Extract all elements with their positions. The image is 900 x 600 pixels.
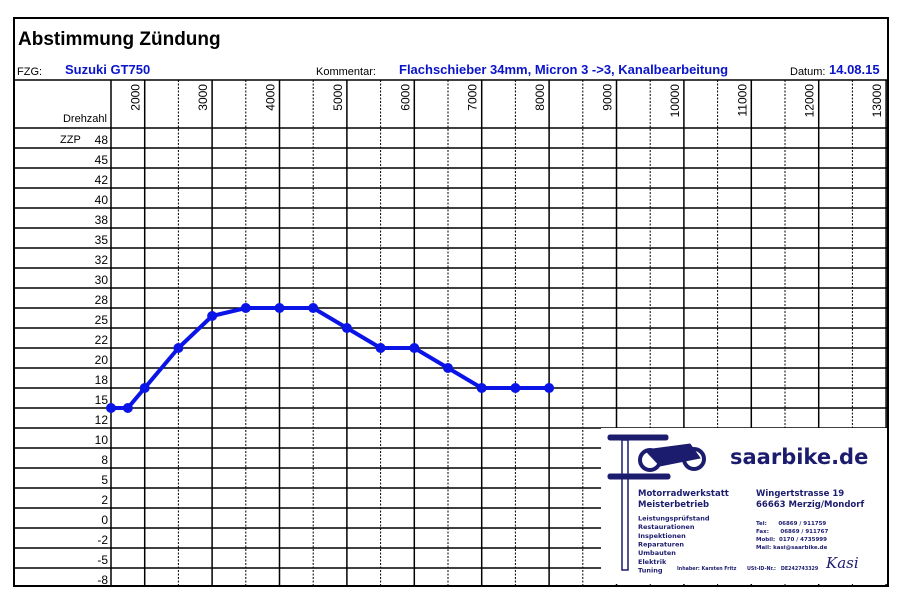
data-point [240, 303, 251, 313]
data-point [274, 303, 285, 313]
data-point [122, 403, 133, 413]
logo-service-item: Restaurationen [638, 523, 695, 531]
y-tick-label: 38 [95, 213, 109, 227]
logo-contact-line: Mail: kasi@saarbike.de [756, 545, 828, 551]
y-tick-label: 12 [95, 413, 109, 427]
logo-address-line: 66663 Merzig/Mondorf [756, 500, 864, 510]
logo-signature: Kasi [825, 554, 859, 572]
y-tick-label: 20 [95, 353, 109, 367]
motorcycle-icon [607, 434, 706, 571]
data-point [510, 383, 521, 393]
x-tick-label: 4000 [264, 84, 278, 111]
logo-contact-line: Tel: 06869 / 911759 [756, 521, 826, 527]
x-tick-label: 10000 [668, 84, 682, 118]
y-tick-label: -2 [97, 533, 108, 547]
y-tick-label: 0 [101, 513, 108, 527]
y-tick-label: 40 [95, 193, 109, 207]
x-tick-label: 7000 [466, 84, 480, 111]
chart-grid [14, 79, 888, 586]
data-point [341, 323, 352, 333]
y-tick-label: 25 [95, 313, 109, 327]
logo-ust: USt-ID-Nr.: DE242743329 [747, 566, 819, 572]
datum-label: Datum: [790, 66, 825, 78]
timing-series [106, 303, 555, 413]
x-tick-label: 13000 [870, 84, 884, 118]
x-tick-label: 5000 [331, 84, 345, 111]
logo-contact-line: Fax: 06869 / 911767 [756, 529, 828, 535]
y-tick-label: 30 [95, 273, 109, 287]
y-tick-label: 45 [95, 153, 109, 167]
chart-ticks: 2000 3000 4000 5000 6000 7000 8000 9000 10000 110… [95, 84, 884, 587]
logo-service-item: Inspektionen [638, 532, 686, 540]
fzg-value: Suzuki GT750 [65, 62, 150, 77]
y-tick-label: 28 [95, 293, 109, 307]
x-tick-label: 9000 [601, 84, 615, 111]
y-tick-label: 48 [95, 133, 109, 147]
data-point [106, 403, 116, 413]
kommentar-value: Flachschieber 34mm, Micron 3 ->3, Kanalb… [399, 62, 728, 77]
logo-brand: saarbike.de [730, 445, 868, 469]
y-tick-label: 22 [95, 333, 109, 347]
kommentar-label: Kommentar: [316, 66, 376, 78]
x-tick-label: 12000 [803, 84, 817, 118]
y-tick-label: 8 [101, 453, 108, 467]
y-tick-label: -8 [97, 573, 108, 587]
saarbike-logo-card: saarbike.de MotorradwerkstattMeisterbetr… [601, 428, 887, 584]
logo-service-item: Motorradwerkstatt [638, 489, 729, 499]
logo-service-item: Reparaturen [638, 541, 684, 549]
x-tick-label: 3000 [196, 84, 210, 111]
data-point [409, 343, 420, 353]
x-tick-label: 6000 [398, 84, 412, 111]
logo-contact-line: Mobil: 0170 / 4735999 [756, 537, 827, 543]
data-point [173, 343, 184, 353]
data-point [139, 383, 150, 393]
y-tick-label: 35 [95, 233, 109, 247]
y-axis-label: ZZP [60, 134, 81, 146]
datum-value: 14.08.15 [829, 62, 880, 77]
x-axis-label: Drehzahl [63, 113, 107, 125]
x-tick-label: 2000 [129, 84, 143, 111]
y-tick-label: 32 [95, 253, 109, 267]
data-point [544, 383, 555, 393]
y-tick-label: 15 [95, 393, 109, 407]
logo-service-item: Meisterbetrieb [638, 500, 709, 510]
data-point [375, 343, 386, 353]
y-tick-label: 10 [95, 433, 109, 447]
logo-address-line: Wingertstrasse 19 [756, 489, 844, 499]
logo-service-item: Leistungsprüfstand [638, 514, 710, 522]
logo-service-item: Umbauten [638, 549, 676, 557]
data-point [476, 383, 487, 393]
logo-owner: Inhaber: Karsten Fritz [677, 566, 737, 572]
data-point [308, 303, 319, 313]
sheet-title: Abstimmung Zündung [18, 29, 221, 50]
fzg-label: FZG: [17, 66, 42, 78]
x-tick-label: 8000 [533, 84, 547, 111]
data-point [207, 311, 218, 321]
logo-service-item: Tuning [638, 567, 663, 575]
y-tick-label: 2 [101, 493, 108, 507]
y-tick-label: 42 [95, 173, 109, 187]
y-tick-label: -5 [97, 553, 108, 567]
y-tick-label: 5 [101, 473, 108, 487]
x-tick-label: 11000 [735, 84, 749, 117]
y-tick-label: 18 [95, 373, 109, 387]
data-point [443, 363, 453, 373]
logo-service-item: Elektrik [638, 558, 667, 566]
